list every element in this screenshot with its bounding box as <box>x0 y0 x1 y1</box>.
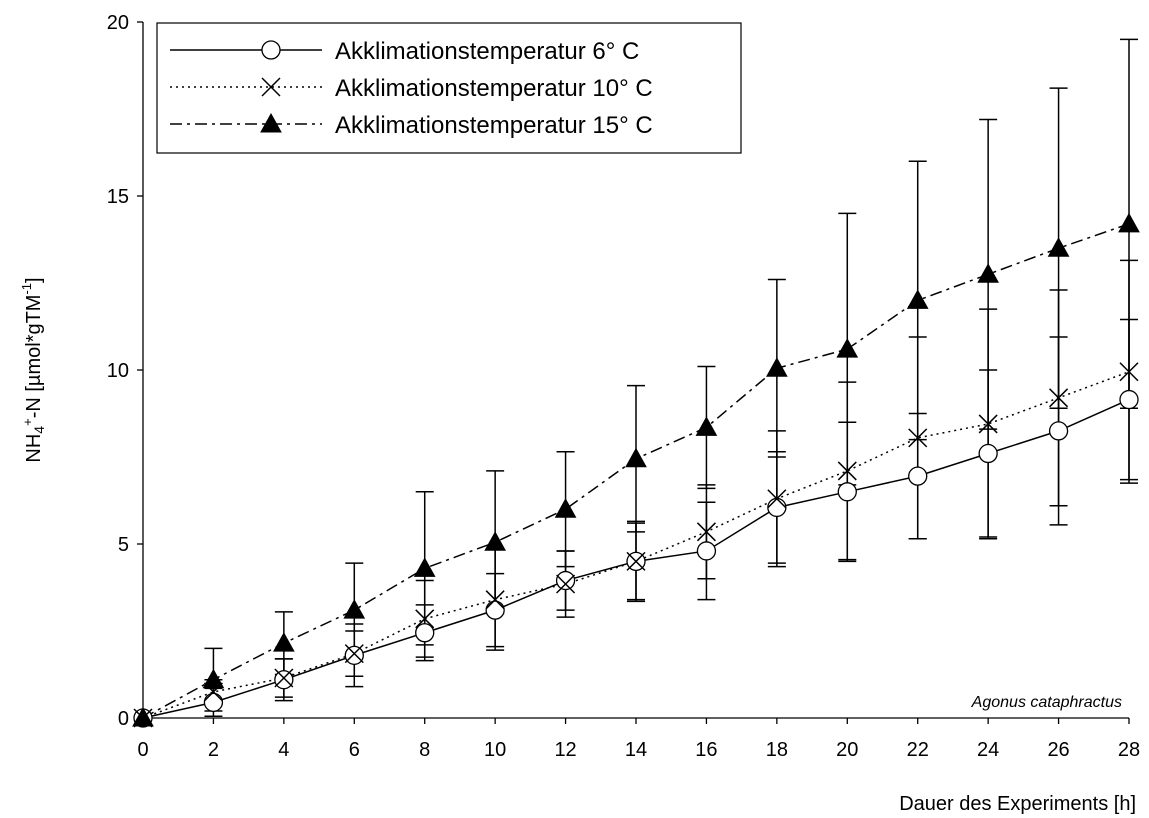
triangle-marker <box>766 357 788 377</box>
cross-marker <box>908 428 928 448</box>
circle-marker <box>1048 421 1069 441</box>
x-tick-label: 22 <box>907 739 929 761</box>
y-title-subscript: 4 <box>31 426 47 434</box>
triangle-marker <box>484 531 506 551</box>
circle-marker <box>1119 389 1139 410</box>
y-axis-title: NH4+-N [µmol*gTM-1] <box>19 277 47 462</box>
legend-label: Akklimationstemperatur 6° C <box>335 38 639 65</box>
circle-marker <box>415 623 435 643</box>
y-tick-label: 20 <box>107 12 129 34</box>
cross-marker <box>485 590 505 610</box>
x-tick-label: 10 <box>484 739 506 761</box>
x-tick-label: 28 <box>1118 739 1140 761</box>
y-axis-ticks: 0 5 10 15 20 <box>107 12 143 730</box>
cross-marker <box>626 551 646 571</box>
circle-marker <box>485 600 505 620</box>
x-tick-label: 6 <box>349 739 360 761</box>
triangle-marker <box>554 498 577 518</box>
legend-label: Akklimationstemperatur 10° C <box>335 75 653 102</box>
cross-marker <box>344 644 364 664</box>
x-tick-label: 24 <box>977 739 999 761</box>
x-tick-label: 20 <box>836 739 858 761</box>
y-title-middle: -N [µmol*gTM <box>23 295 45 419</box>
triangle-marker <box>906 289 929 309</box>
triangle-marker <box>202 668 225 689</box>
x-tick-label: 26 <box>1047 739 1069 761</box>
series-markers <box>132 212 1140 728</box>
x-tick-label: 8 <box>419 739 430 761</box>
y-title-superscript: + <box>20 418 35 426</box>
x-tick-label: 2 <box>208 739 219 761</box>
circle-marker <box>274 670 294 690</box>
x-axis-title: Dauer des Experiments [h] <box>899 793 1136 815</box>
y-title-superscript-2: -1 <box>19 283 34 295</box>
x-tick-label: 18 <box>766 739 788 761</box>
triangle-marker <box>343 599 366 619</box>
circle-marker <box>696 541 717 561</box>
triangle-marker <box>413 557 436 577</box>
circle-marker <box>344 645 364 666</box>
legend-label: Akklimationstemperatur 15° C <box>335 112 653 139</box>
cross-marker <box>1119 362 1139 382</box>
x-axis-ticks: 0 2 4 6 8 10 12 14 16 18 20 22 24 26 28 <box>137 718 1140 761</box>
triangle-marker <box>260 112 282 133</box>
triangle-marker <box>1047 237 1070 257</box>
circle-marker <box>261 40 281 60</box>
y-title-base: NH <box>23 434 45 463</box>
triangle-marker <box>977 263 999 283</box>
legend: Akklimationstemperatur 6° C Akklimationst… <box>156 22 742 154</box>
circle-marker <box>837 482 857 502</box>
y-tick-label: 5 <box>118 534 129 556</box>
y-tick-label: 0 <box>118 708 129 730</box>
cross-marker <box>696 522 716 542</box>
y-title-end: ] <box>23 277 45 283</box>
circle-marker <box>908 466 928 486</box>
x-tick-label: 16 <box>695 739 717 761</box>
cross-marker <box>978 414 998 434</box>
cross-marker <box>767 489 787 509</box>
triangle-marker <box>695 416 718 436</box>
cross-marker <box>261 77 281 97</box>
cross-marker <box>556 574 576 594</box>
circle-marker <box>203 692 224 712</box>
x-tick-label: 12 <box>554 739 576 761</box>
circle-marker <box>978 443 998 464</box>
x-tick-label: 14 <box>625 739 647 761</box>
triangle-marker <box>836 338 859 358</box>
circle-marker <box>555 570 576 591</box>
cross-marker <box>837 461 857 481</box>
cross-marker <box>1049 388 1069 408</box>
x-tick-label: 4 <box>278 739 289 761</box>
triangle-marker <box>625 447 647 468</box>
circle-marker <box>767 497 787 518</box>
legend-items: Akklimationstemperatur 6° C Akklimationst… <box>170 38 653 139</box>
x-tick-label: 0 <box>137 739 148 761</box>
cross-marker <box>274 668 294 688</box>
y-tick-label: 15 <box>107 186 129 208</box>
cross-marker <box>415 609 435 629</box>
triangle-marker <box>273 632 295 652</box>
triangle-marker <box>1118 212 1140 233</box>
triangle-marker <box>132 706 154 727</box>
y-tick-label: 10 <box>107 360 129 382</box>
legend-box <box>156 22 742 154</box>
annotation-species: Agonus cataphractus <box>971 694 1122 711</box>
